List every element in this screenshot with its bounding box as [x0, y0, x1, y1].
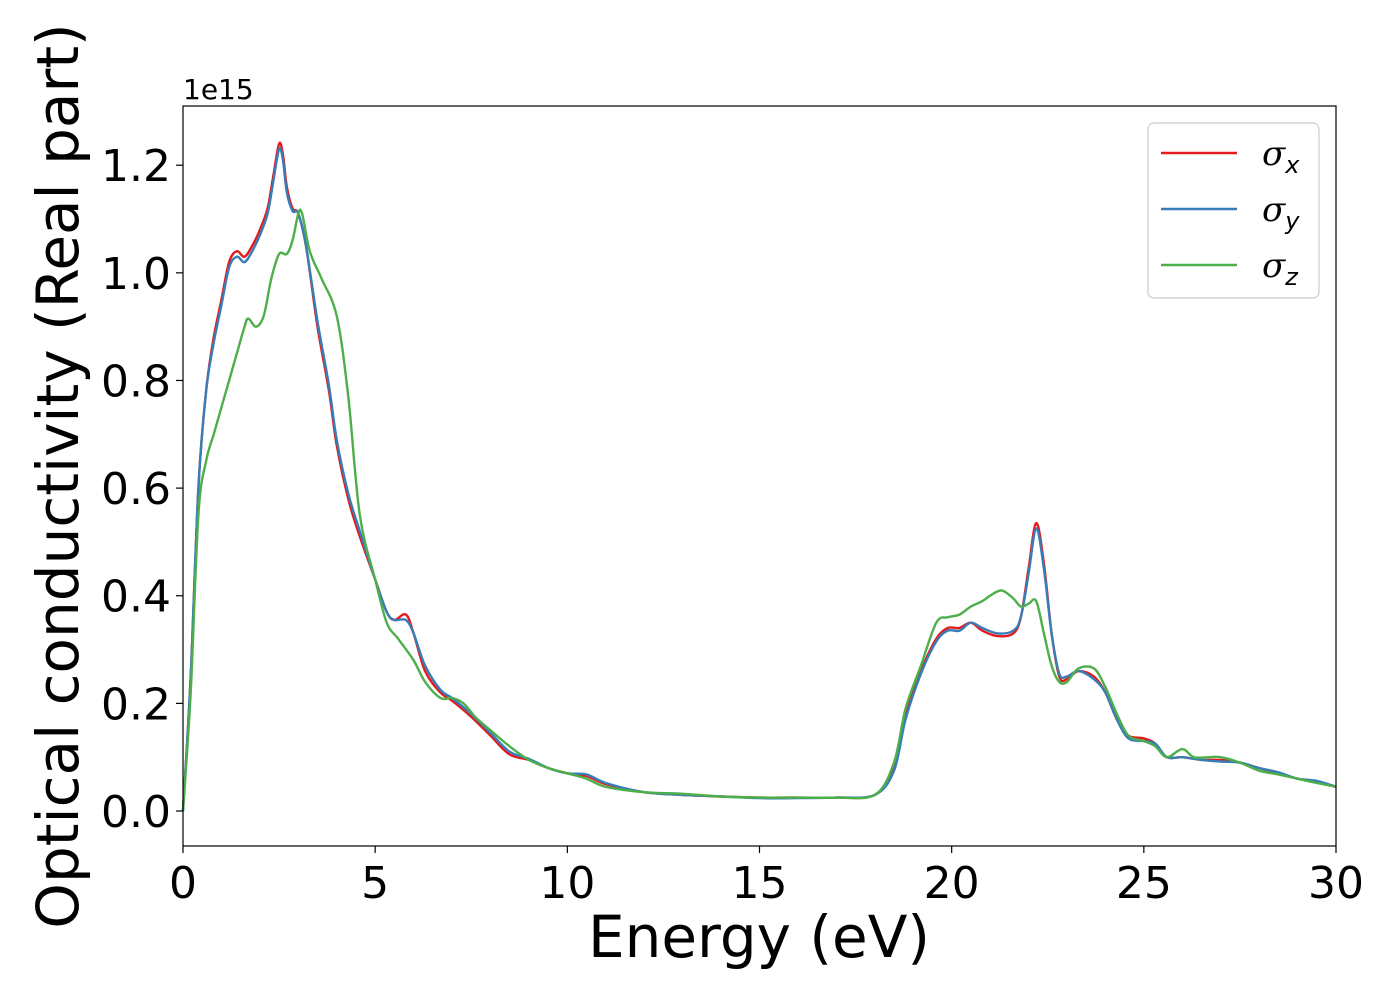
y-tick-label: 0.8	[101, 356, 171, 407]
legend-label-z: σz	[1262, 246, 1299, 291]
x-tick-label: 0	[169, 858, 197, 909]
y-tick-label: 0.0	[101, 787, 171, 838]
plot-area	[183, 106, 1336, 846]
x-tick-label: 20	[924, 858, 980, 909]
y-tick-label: 0.6	[101, 464, 171, 515]
legend-box	[1147, 122, 1320, 299]
x-tick-label: 10	[539, 858, 595, 909]
legend-label-y: σy	[1262, 190, 1300, 235]
y-axis-title: Optical conductivity (Real part)	[24, 23, 92, 928]
y-tick-label: 1.0	[101, 249, 171, 300]
series-layer	[181, 141, 1337, 812]
x-tick-label: 30	[1308, 858, 1364, 909]
y-offset-label: 1e15	[183, 73, 254, 106]
x-tick-label: 25	[1116, 858, 1172, 909]
x-tick-label: 15	[732, 858, 788, 909]
legend: σx σy σz	[1147, 122, 1320, 299]
x-axis-title: Energy (eV)	[588, 903, 930, 971]
series-line-z	[181, 208, 1337, 812]
y-axis-ticks: 0.0 0.2 0.4 0.6 0.8 1.0 1.2	[101, 141, 183, 838]
y-tick-label: 0.4	[101, 572, 171, 623]
x-tick-label: 5	[361, 858, 389, 909]
legend-label-x: σx	[1262, 134, 1300, 179]
y-tick-label: 0.2	[101, 679, 171, 730]
y-tick-label: 1.2	[101, 141, 171, 192]
x-axis-ticks: 0 5 10 15 20 25 30	[169, 846, 1364, 909]
series-line-y	[181, 147, 1337, 812]
